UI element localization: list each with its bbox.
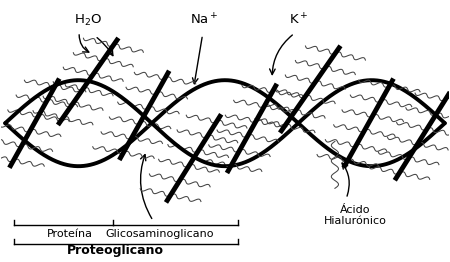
Text: Na$^+$: Na$^+$ (190, 13, 219, 28)
Text: Glicosaminoglicano: Glicosaminoglicano (106, 229, 214, 239)
Text: H$_2$O: H$_2$O (74, 13, 102, 28)
Text: K$^+$: K$^+$ (289, 13, 309, 28)
Text: Ácido
Hialurónico: Ácido Hialurónico (324, 205, 387, 226)
Text: Proteoglicano: Proteoglicano (67, 244, 164, 257)
Text: Proteína: Proteína (47, 229, 93, 239)
